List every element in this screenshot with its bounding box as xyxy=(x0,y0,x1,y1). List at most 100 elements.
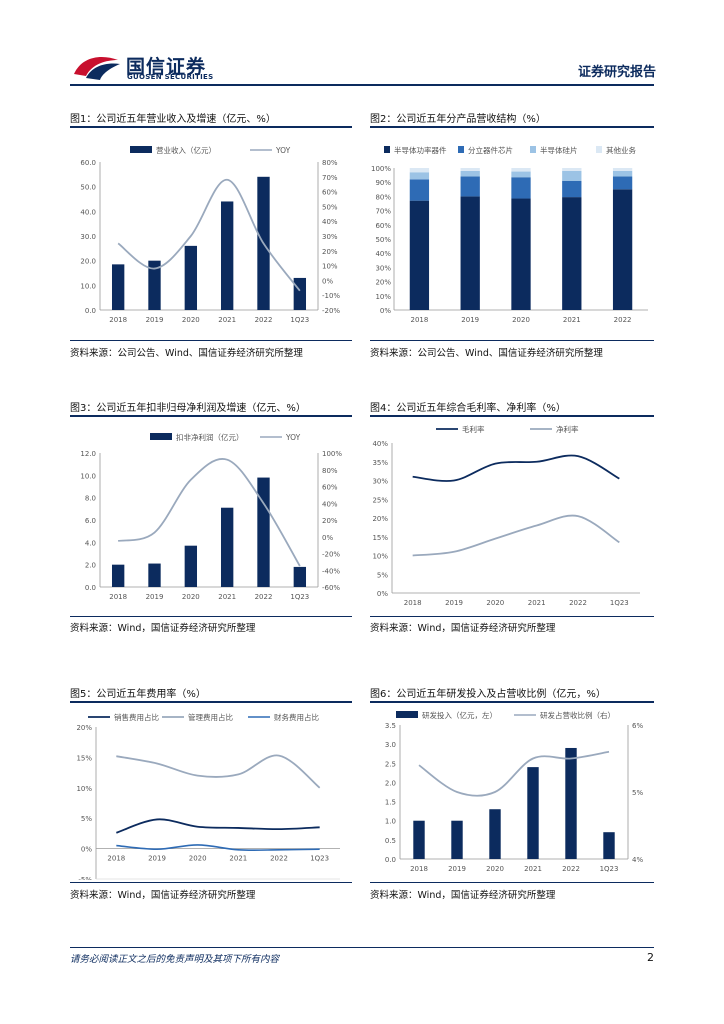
chart-fig2-stack-segment xyxy=(460,170,480,177)
chart-fig4-category-label: 2018 xyxy=(404,599,422,607)
chart-fig5-left-tick-label: 10% xyxy=(76,785,92,793)
chart-fig5-category-label: 2021 xyxy=(229,855,247,863)
chart-fig3-legend-label: 扣非净利润（亿元） xyxy=(176,432,244,442)
chart-fig2-stack-segment xyxy=(409,168,430,173)
chart-fig2-left-tick-label: 60% xyxy=(375,222,391,230)
chart-fig1-bar xyxy=(148,260,161,310)
chart-fig6-left-tick-label: 2.5 xyxy=(385,760,396,768)
chart-fig2-stack-segment xyxy=(612,170,633,177)
chart-fig6-bar xyxy=(603,832,615,859)
fig5-chart: -5% 0% 5% 10% 15% 20% 2018 2019 2020 2021 2022 1Q23… xyxy=(76,712,340,880)
chart-fig2-stack-segment xyxy=(562,170,582,181)
chart-fig2-legend-swatch xyxy=(596,146,602,153)
guosen-logo-icon xyxy=(74,56,120,80)
chart-fig2-stack-segment xyxy=(612,189,633,310)
chart-fig5-left-tick-label: -5% xyxy=(78,876,92,880)
chart-fig2-stack-segment xyxy=(562,168,582,171)
fig2-source-rule xyxy=(370,340,654,341)
chart-fig2-stack-segment xyxy=(562,197,582,310)
fig1-title-rule xyxy=(70,126,352,128)
chart-fig2-legend-swatch xyxy=(384,146,390,153)
fig1-source-rule xyxy=(70,340,352,341)
chart-fig2-legend-label: 半导体功率器件 xyxy=(394,145,447,155)
chart-fig6-bar xyxy=(413,820,425,859)
chart-fig5-line-series xyxy=(116,844,320,851)
chart-fig1-right-tick-label: 70% xyxy=(322,174,338,182)
chart-fig2-category-label: 2022 xyxy=(614,316,632,324)
chart-fig6-left-tick-label: 3.0 xyxy=(385,741,396,749)
chart-fig6-category-label: 2022 xyxy=(562,865,580,873)
chart-fig6-category-label: 2021 xyxy=(524,865,542,873)
chart-fig4-legend-label: 毛利率 xyxy=(462,424,485,434)
chart-fig2-legend-label: 半导体硅片 xyxy=(540,145,578,155)
chart-fig3-bar xyxy=(184,545,198,587)
chart-fig3-line-series xyxy=(117,458,301,567)
chart-fig4-line-series xyxy=(412,514,620,557)
chart-fig3-right-tick-label: 20% xyxy=(322,517,338,525)
chart-fig4-left-tick-label: 10% xyxy=(372,553,388,561)
chart-fig2-left-tick-label: 20% xyxy=(375,279,391,287)
chart-fig2-left-tick-label: 80% xyxy=(375,193,391,201)
chart-fig2-left-tick-label: 30% xyxy=(375,264,391,272)
fig5-source: 资料来源：Wind，国信证券经济研究所整理 xyxy=(70,890,256,901)
chart-fig1-left-tick-label: 10.0 xyxy=(80,282,96,290)
fig4-title-rule xyxy=(370,415,654,417)
chart-fig1-line-series xyxy=(117,178,301,292)
chart-fig4-left-tick-label: 35% xyxy=(372,459,388,467)
chart-fig2-legend-swatch xyxy=(458,146,464,153)
chart-fig1-category-label: 2022 xyxy=(255,316,273,324)
chart-fig3-left-tick-label: 8.0 xyxy=(85,495,96,503)
chart-fig6-left-tick-label: 0.5 xyxy=(385,837,396,845)
chart-fig6-left-tick-label: 1.0 xyxy=(385,818,396,826)
footer-divider xyxy=(70,947,654,948)
chart-fig2-legend-swatch xyxy=(530,146,536,153)
chart-fig2-left-tick-label: 40% xyxy=(375,250,391,258)
fig6-title-rule xyxy=(370,701,654,703)
fig3-chart: 0.0 2.0 4.0 6.0 8.0 10.0 12.0 -60% -40% -20% 0% 20%… xyxy=(80,432,342,601)
chart-fig4-left-tick-label: 20% xyxy=(372,515,388,523)
chart-fig3-category-label: 2019 xyxy=(146,593,164,601)
fig3-title: 图3：公司近五年扣非归母净利润及增速（亿元、%） xyxy=(70,403,306,414)
fig3-title-rule xyxy=(70,415,352,417)
chart-fig3-left-tick-label: 10.0 xyxy=(80,472,96,480)
chart-fig3-right-tick-label: 0% xyxy=(322,534,333,542)
chart-fig1-category-label: 2018 xyxy=(109,316,127,324)
chart-fig3-right-tick-label: 80% xyxy=(322,467,338,475)
logo-chinese-name: 国信证券 xyxy=(126,56,207,78)
chart-fig2-stack-segment xyxy=(562,180,582,198)
chart-fig3-bar xyxy=(220,507,234,587)
chart-fig3-category-label: 2020 xyxy=(182,593,200,601)
chart-fig2-left-tick-label: 50% xyxy=(375,236,391,244)
chart-fig2-left-tick-label: 90% xyxy=(375,179,391,187)
fig3-source: 资料来源：Wind，国信证券经济研究所整理 xyxy=(70,623,256,634)
chart-fig4-legend-label: 净利率 xyxy=(556,424,579,434)
chart-fig2-left-tick-label: 0% xyxy=(380,307,391,315)
chart-fig5-line-series xyxy=(116,818,320,834)
chart-fig3-right-tick-label: -40% xyxy=(322,567,340,575)
fig4-source: 资料来源：Wind，国信证券经济研究所整理 xyxy=(370,623,556,634)
chart-fig5-legend-label: 财务费用占比 xyxy=(274,712,319,722)
chart-fig1-category-label: 2019 xyxy=(146,316,164,324)
chart-fig2-stack-segment xyxy=(612,176,633,190)
chart-fig2-category-label: 2020 xyxy=(512,316,530,324)
chart-fig1-right-tick-label: 50% xyxy=(322,203,338,211)
chart-fig5-left-tick-label: 15% xyxy=(76,754,92,762)
chart-fig4-category-label: 2019 xyxy=(445,599,463,607)
fig5-title: 图5：公司近五年费用率（%） xyxy=(70,689,206,700)
chart-fig6-left-tick-label: 1.5 xyxy=(385,799,396,807)
chart-fig3-bar xyxy=(257,477,270,587)
chart-fig1-right-tick-label: 60% xyxy=(322,189,338,197)
chart-fig6-right-tick-label: 5% xyxy=(632,789,643,797)
chart-fig1-legend-label: YOY xyxy=(275,146,291,155)
chart-fig4-category-label: 2022 xyxy=(569,599,587,607)
chart-fig4-left-tick-label: 0% xyxy=(377,590,388,598)
chart-fig6-line-series xyxy=(418,750,610,797)
chart-fig5-legend-label: 销售费用占比 xyxy=(114,712,159,722)
chart-fig6-legend-label: 研发投入（亿元，左） xyxy=(422,710,497,720)
chart-fig3-left-tick-label: 2.0 xyxy=(85,562,96,570)
logo-english-name: GUOSEN SECURITIES xyxy=(127,73,214,81)
header-divider xyxy=(70,84,654,86)
chart-fig3-right-tick-label: 40% xyxy=(322,500,338,508)
chart-fig1-category-label: 1Q23 xyxy=(290,316,309,324)
fig1-source: 资料来源：公司公告、Wind、国信证券经济研究所整理 xyxy=(70,348,303,359)
